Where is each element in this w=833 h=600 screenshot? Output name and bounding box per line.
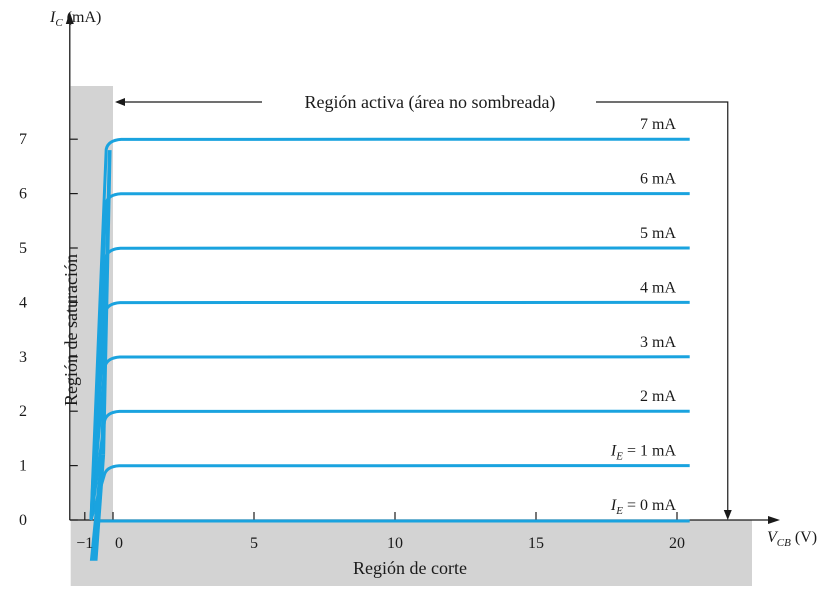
curves [89, 137, 690, 561]
x-axis-arrowhead [768, 516, 780, 524]
y-tick-label: 0 [19, 512, 27, 529]
y-axis-title: IC (mA) [49, 9, 101, 29]
curve-stem-upper [100, 150, 112, 455]
y-tick-label: 2 [19, 403, 27, 420]
shaded-region-saturation-cutoff [70, 86, 752, 586]
shaded-regions [70, 86, 752, 586]
y-tick-label: 3 [19, 349, 27, 366]
active-arrow-right-line [596, 101, 729, 512]
curve-ie-7 [89, 137, 690, 521]
active-arrow-left-head [115, 98, 125, 106]
x-tick-label: 15 [528, 535, 544, 552]
curve-label-ie-3: 3 mA [640, 334, 676, 351]
curve-stem [89, 454, 106, 561]
x-tick-label: −1 [76, 535, 93, 552]
x-tick-label: 20 [669, 535, 685, 552]
region-label-active: Región activa (área no sombreada) [305, 92, 556, 113]
curve-ie-5 [89, 246, 690, 521]
region-label-cutoff: Región de corte [353, 558, 467, 578]
curve-ie-3 [89, 355, 690, 521]
region-label-saturation: Región de saturación [61, 254, 81, 406]
y-tick-label: 7 [19, 131, 27, 148]
curve-label-ie-7: 7 mA [640, 116, 676, 133]
curve-label-ie-2: 2 mA [640, 388, 676, 405]
curve-ie-1 [89, 464, 690, 521]
y-tick-label: 6 [19, 186, 27, 203]
curve-label-ie-4: 4 mA [640, 279, 676, 296]
x-tick-label: 5 [250, 535, 258, 552]
active-arrow-right-head [723, 510, 732, 520]
y-axis-arrowhead [65, 12, 74, 24]
curve-label-ie-6: 6 mA [640, 171, 676, 188]
curve-label-ie-0: IE = 0 mA [610, 497, 677, 517]
curve-label-ie-5: 5 mA [640, 225, 676, 242]
y-tick-label: 5 [19, 240, 27, 257]
labels: 0 1 2 3 4 5 6 7 −1 0 5 10 15 20 IC (mA) VCB (V) IE = 0 m… [19, 9, 817, 578]
y-tick-label: 1 [19, 458, 27, 475]
x-axis-title: VCB (V) [767, 529, 817, 549]
curve-label-ie-1: IE = 1 mA [610, 443, 677, 463]
curve-ie-6 [89, 192, 690, 521]
x-tick-label: 10 [387, 535, 403, 552]
y-tick-label: 4 [19, 294, 27, 311]
x-tick-label: 0 [115, 535, 123, 552]
